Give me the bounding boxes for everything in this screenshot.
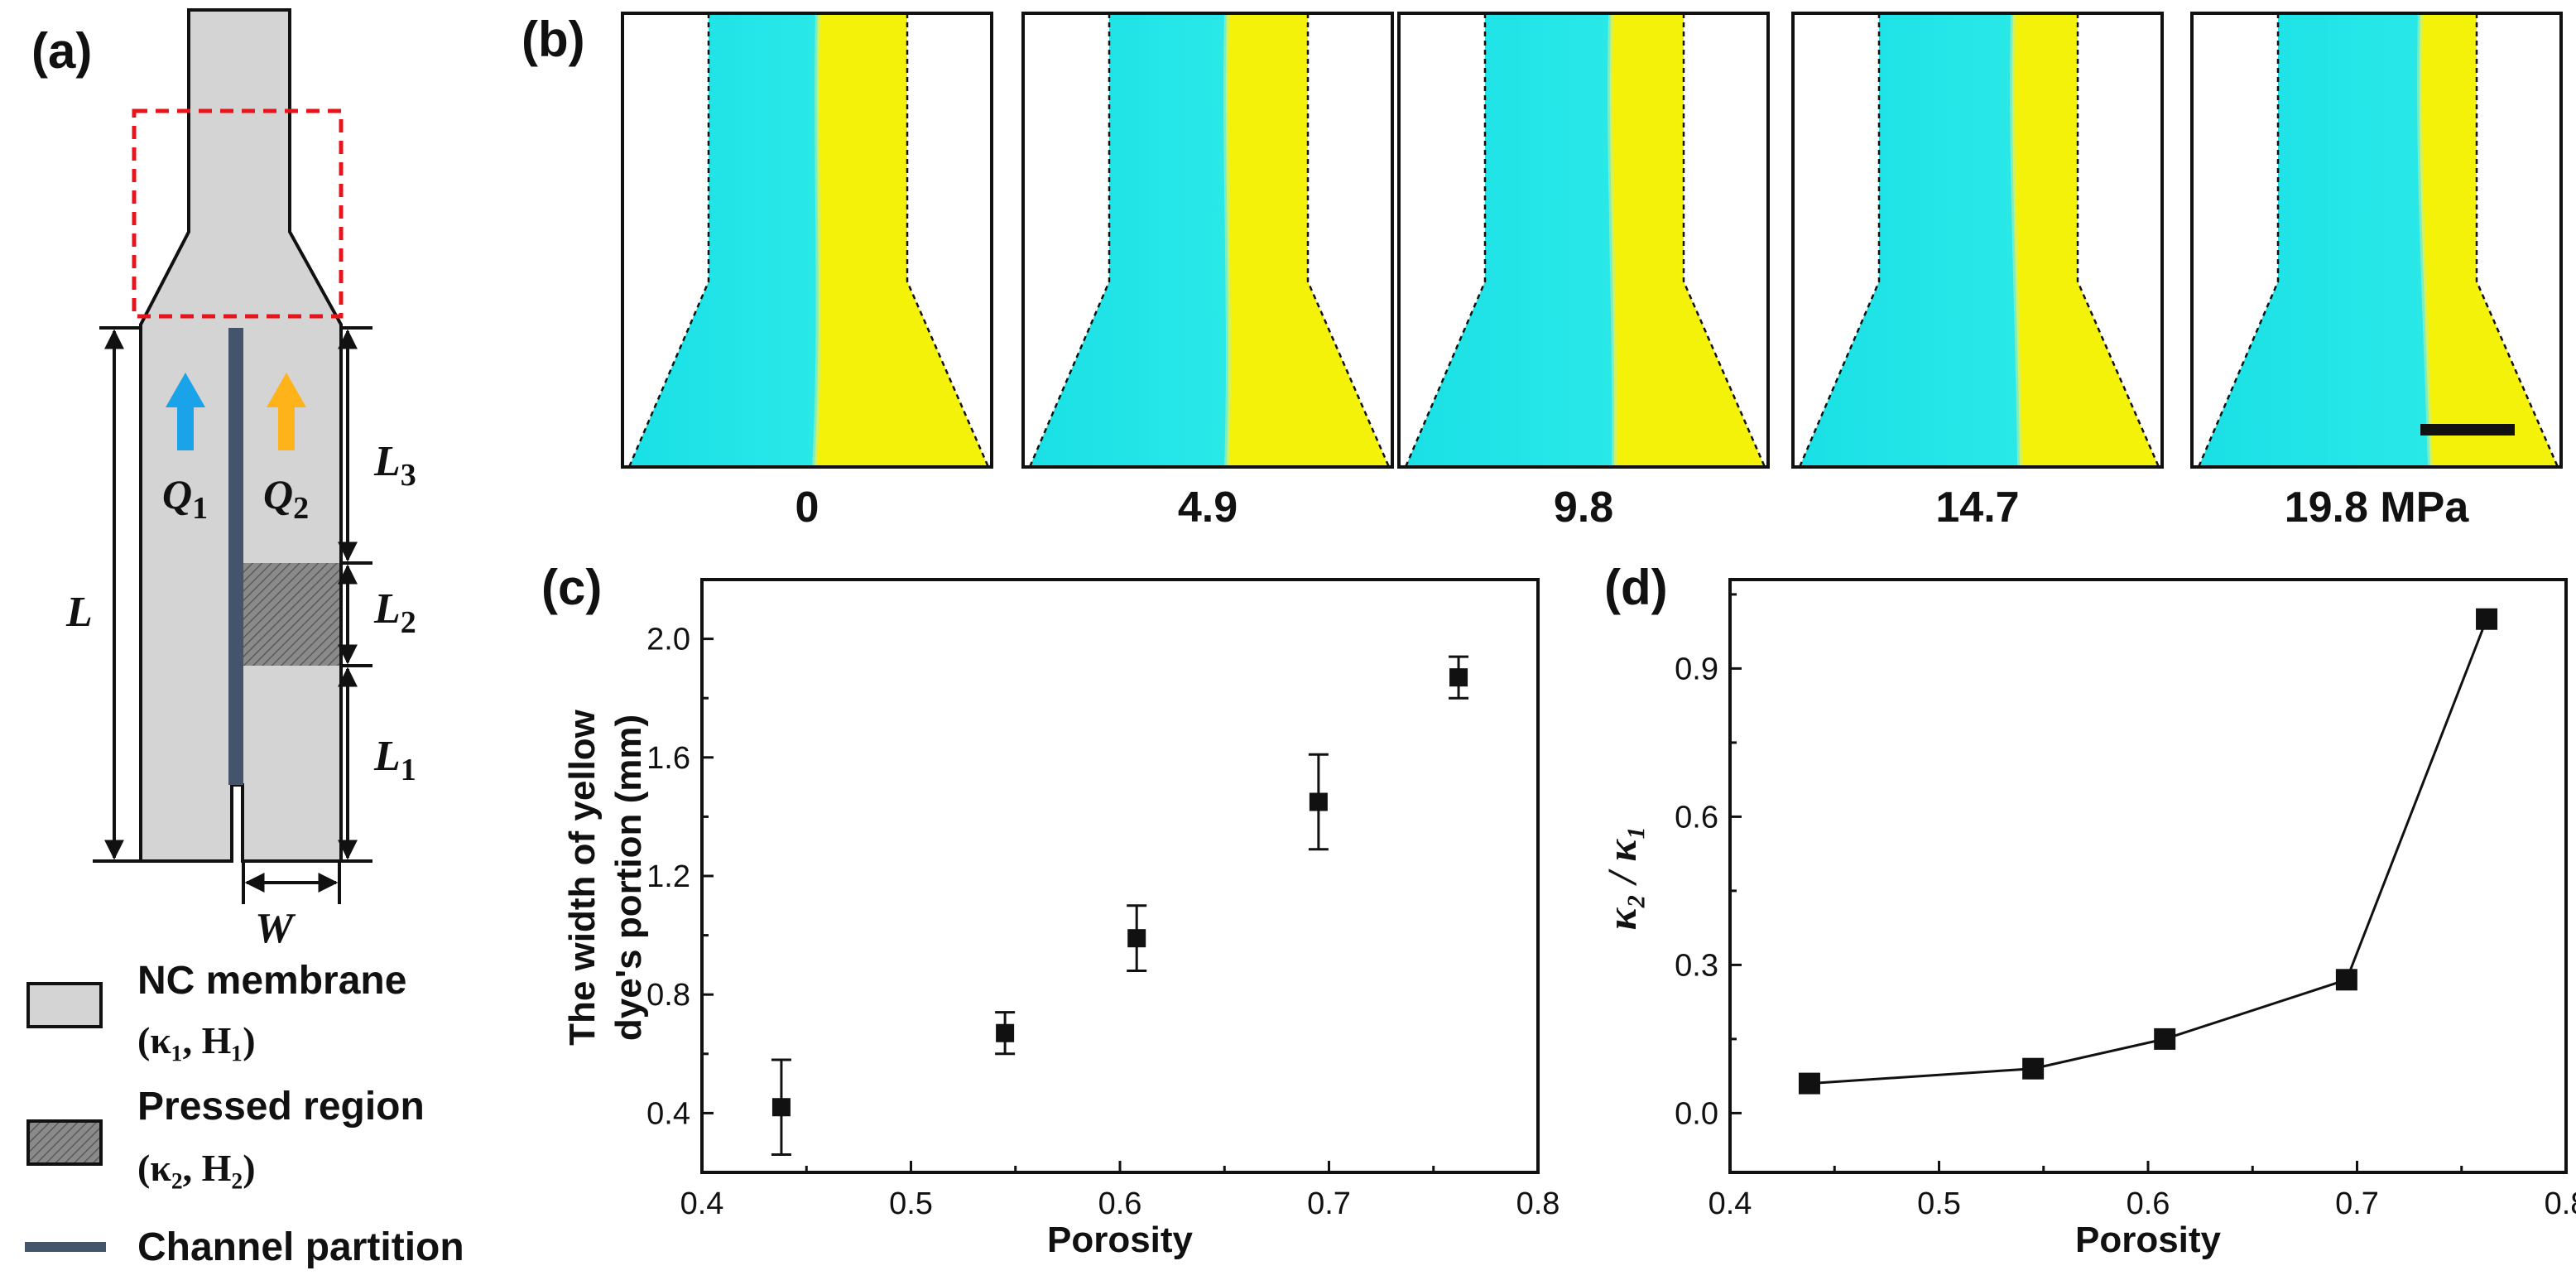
- zoom-region-box: [132, 108, 344, 319]
- chart-d-frame: [1728, 578, 2568, 1174]
- dye-image-2: 9.8: [1397, 12, 1770, 532]
- chart-c-xtick-label-4: 0.8: [1516, 1186, 1560, 1221]
- chart-c-data-point-4: [1449, 668, 1468, 687]
- chart-c-x-axis-label: Porosity: [1047, 1220, 1194, 1260]
- chart-d-xtick-label-4: 0.8: [2545, 1186, 2576, 1221]
- legend-membrane-swatch: [26, 982, 103, 1028]
- chart-c-xtick-label-0: 0.4: [680, 1186, 724, 1221]
- chart-c-ytick-label-2: 1.2: [646, 859, 690, 894]
- chart-d-y-axis-label: κ₂ / κ₁: [1598, 825, 1645, 931]
- flow-arrow-1: [166, 373, 205, 450]
- chart-c-xtick-label-3: 0.7: [1307, 1186, 1351, 1221]
- chart-c-xtick-label-2: 0.6: [1098, 1186, 1142, 1221]
- panel-b: (b) 0 4.9 9.8 14.7 19.8 MPa: [521, 12, 2563, 532]
- legend-membrane-params: (κ₁, H₁): [137, 1019, 256, 1061]
- chart-d-data-point-3: [2335, 969, 2357, 991]
- width-w-label: W: [255, 905, 296, 952]
- chart-d-ytick-label-2: 0.6: [1675, 800, 1718, 835]
- panel-label-b: (b): [521, 12, 585, 67]
- chart-c-data-point-2: [1127, 929, 1146, 948]
- legend: NC membrane (κ₁, H₁) Pressed region (κ₂,…: [25, 959, 464, 1269]
- dye-image-4: 19.8 MPa: [2190, 12, 2563, 532]
- chart-d-xtick-label-1: 0.5: [1917, 1186, 1961, 1221]
- chart-d-xtick-label-0: 0.4: [1709, 1186, 1752, 1221]
- panel-label-a: (a): [31, 23, 92, 79]
- chart-c-data-point-1: [996, 1023, 1015, 1042]
- legend-partition-title: Channel partition: [137, 1225, 464, 1269]
- chart-d-xtick-label-3: 0.7: [2335, 1186, 2379, 1221]
- panel-a: (a) Q1 Q2 L L3 L2 L: [25, 8, 464, 1269]
- chart-d-x-axis-label: Porosity: [2075, 1220, 2222, 1260]
- panel-label-d: (d): [1604, 560, 1668, 615]
- chart-c-ytick-label-0: 0.4: [646, 1096, 690, 1131]
- channel-partition: [228, 328, 243, 785]
- scale-bar: [2420, 424, 2515, 436]
- chart-d-data-point-2: [2154, 1028, 2176, 1050]
- chart-d-data-point-1: [2022, 1057, 2045, 1080]
- dye-image-3: 14.7: [1791, 12, 2164, 532]
- panel-c: (c) 0.4 0.5 0.6 0.7 0.8 0.4 0.8 1.2 1.6 2.0 Poros…: [541, 560, 1560, 1260]
- pressure-label-4: 19.8 MPa: [2285, 484, 2470, 532]
- chart-c-xtick-label-1: 0.5: [889, 1186, 933, 1221]
- pressure-label-2: 9.8: [1554, 484, 1613, 532]
- chart-d-data-point-0: [1798, 1072, 1820, 1095]
- panel-d: (d) 0.4 0.5 0.6 0.7 0.8 0.0 0.3 0.6 0.9 Porosity…: [1598, 560, 2576, 1260]
- chart-d-xtick-label-2: 0.6: [2127, 1186, 2170, 1221]
- chart-c-frame: [700, 578, 1540, 1174]
- legend-pressed-params: (κ₂, H₂): [137, 1147, 256, 1189]
- pressed-region: [243, 563, 339, 666]
- length-l1-label: L1: [373, 733, 416, 787]
- chart-c-data-point-0: [771, 1098, 791, 1117]
- chart-c-ytick-label-4: 2.0: [646, 623, 690, 657]
- length-l-label: L: [65, 589, 93, 636]
- chart-d-ytick-label-3: 0.9: [1675, 652, 1718, 686]
- chart-c-ytick-label-3: 1.6: [646, 741, 690, 776]
- legend-pressed-swatch: [26, 1119, 103, 1166]
- length-l2-label: L2: [373, 585, 416, 640]
- pressure-label-1: 4.9: [1178, 484, 1238, 532]
- legend-partition-swatch: [25, 1242, 106, 1252]
- flow-rate-q2: Q2: [263, 471, 309, 526]
- panel-label-c: (c): [541, 560, 602, 615]
- chart-c-data-point-3: [1309, 792, 1328, 811]
- flow-rate-q1: Q1: [162, 471, 208, 526]
- chart-d-series-line: [1809, 618, 2488, 1085]
- dye-image-0: 0: [621, 12, 993, 532]
- chart-c-y-axis-label-line1: The width of yellow: [562, 709, 603, 1046]
- chart-d-data-point-4: [2476, 608, 2498, 630]
- chart-c-ytick-label-1: 0.8: [646, 978, 690, 1013]
- dye-image-1: 4.9: [1021, 12, 1394, 532]
- chart-c-y-axis-label-line2: dye's portion (mm): [608, 715, 649, 1041]
- pressure-label-0: 0: [795, 484, 819, 532]
- chart-d-ytick-label-1: 0.3: [1675, 948, 1718, 983]
- legend-membrane-title: NC membrane: [137, 959, 406, 1003]
- pressure-label-3: 14.7: [1935, 484, 2019, 532]
- chart-d-ytick-label-0: 0.0: [1675, 1096, 1718, 1131]
- flow-arrow-2: [267, 373, 306, 450]
- length-l3-label: L3: [373, 438, 416, 493]
- legend-pressed-title: Pressed region: [137, 1085, 425, 1129]
